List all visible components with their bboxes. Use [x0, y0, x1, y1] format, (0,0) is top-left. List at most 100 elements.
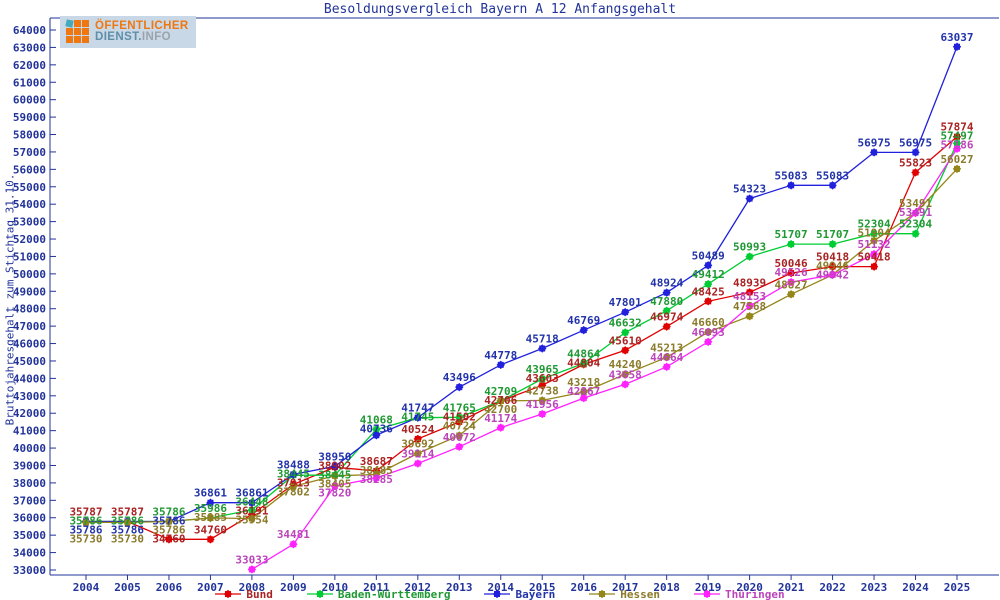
data-point-marker	[703, 327, 713, 337]
data-point-marker	[123, 518, 132, 527]
point-label: 49946	[816, 260, 849, 273]
data-point-marker	[206, 535, 215, 544]
y-tick-label: 34000	[13, 547, 46, 560]
data-point-marker	[247, 514, 257, 523]
point-label: 44240	[609, 358, 642, 371]
y-tick-label: 59000	[13, 111, 46, 124]
point-label: 45718	[526, 332, 559, 345]
point-label: 56975	[899, 136, 932, 149]
data-point-marker	[745, 194, 754, 203]
point-label: 35787	[111, 505, 144, 518]
data-point-marker	[869, 249, 879, 259]
data-point-marker	[620, 369, 630, 379]
y-tick-label: 35000	[13, 529, 46, 542]
point-label: 34760	[194, 523, 227, 536]
point-label: 52304	[899, 218, 932, 231]
x-tick-label: 2021	[778, 581, 805, 594]
point-label: 57497	[940, 130, 973, 143]
data-point-marker	[413, 413, 423, 422]
point-label: 46660	[692, 316, 725, 329]
oeffentlicher-dienst-logo[interactable]: ÖFFENTLICHER DIENST.INFO	[60, 16, 196, 48]
x-tick-label: 2009	[280, 581, 307, 594]
point-label: 33033	[235, 553, 268, 566]
data-point-marker	[828, 262, 837, 271]
data-point-marker	[745, 301, 754, 311]
data-point-marker	[413, 459, 423, 468]
data-point-marker	[537, 381, 547, 390]
legend-marker	[589, 585, 616, 600]
data-point-marker	[952, 164, 962, 174]
point-label: 35786	[152, 514, 185, 527]
data-point-marker	[493, 589, 502, 599]
point-label: 55823	[899, 156, 932, 169]
legend-item-hessen: Hessen	[589, 585, 660, 600]
point-label: 44778	[484, 349, 517, 362]
point-label: 50418	[857, 251, 890, 264]
point-label: 40524	[401, 423, 434, 436]
point-label: 39692	[401, 437, 434, 450]
point-label: 43218	[567, 376, 600, 389]
point-label: 35786	[69, 514, 102, 527]
x-tick-label: 2015	[529, 581, 556, 594]
point-label: 48153	[733, 290, 766, 303]
point-label: 37913	[277, 476, 310, 489]
data-point-marker	[206, 513, 215, 523]
data-point-marker	[330, 471, 340, 481]
logo-line2: DIENST.INFO	[95, 31, 171, 43]
point-label: 43496	[443, 371, 476, 384]
y-tick-label: 42000	[13, 407, 46, 420]
data-point-marker	[786, 290, 796, 299]
point-label: 42867	[567, 385, 600, 398]
point-label: 44864	[567, 347, 600, 360]
point-label: 50418	[816, 251, 849, 264]
point-label: 41068	[360, 413, 393, 426]
data-point-marker	[869, 229, 879, 238]
x-tick-label: 2020	[736, 581, 763, 594]
y-tick-label: 51000	[13, 250, 46, 263]
x-tick-label: 2011	[363, 581, 390, 594]
data-point-marker	[620, 380, 630, 389]
data-point-marker	[662, 288, 671, 297]
data-point-marker	[702, 589, 712, 599]
point-label: 41174	[484, 412, 517, 425]
y-tick-label: 49000	[13, 285, 46, 298]
y-tick-label: 54000	[13, 198, 46, 211]
point-label: 35786	[69, 523, 102, 536]
point-label: 35985	[194, 511, 227, 524]
point-label: 53491	[899, 197, 932, 210]
point-label: 36861	[194, 487, 227, 500]
y-tick-label: 47000	[13, 320, 46, 333]
data-point-marker	[81, 518, 91, 527]
y-tick-label: 52000	[13, 233, 46, 246]
data-point-marker	[413, 434, 423, 444]
y-tick-label: 48000	[13, 303, 46, 316]
point-label: 55083	[816, 169, 849, 182]
y-tick-label: 56000	[13, 163, 46, 176]
point-label: 48425	[692, 285, 725, 298]
point-label: 42700	[484, 403, 517, 416]
point-label: 35730	[111, 532, 144, 545]
legend-marker-icon	[693, 589, 720, 599]
point-label: 51904	[857, 227, 890, 240]
point-label: 41747	[401, 402, 434, 415]
point-label: 55083	[775, 169, 808, 182]
point-label: 36448	[235, 496, 268, 509]
data-point-marker	[911, 168, 920, 177]
point-label: 54323	[733, 183, 766, 196]
data-point-marker	[952, 144, 962, 153]
point-label: 47568	[733, 300, 766, 313]
data-point-marker	[745, 252, 754, 261]
data-point-marker	[703, 261, 713, 270]
data-point-marker	[620, 307, 630, 317]
legend-marker-icon	[306, 589, 333, 599]
point-label: 41956	[526, 398, 559, 411]
point-label: 43658	[609, 368, 642, 381]
point-label: 46974	[650, 311, 683, 324]
data-point-marker	[164, 535, 174, 544]
data-point-marker	[289, 470, 298, 479]
point-label: 52304	[857, 218, 890, 231]
x-tick-label: 2012	[405, 581, 432, 594]
data-point-marker	[869, 236, 879, 245]
data-point-marker	[662, 353, 671, 362]
